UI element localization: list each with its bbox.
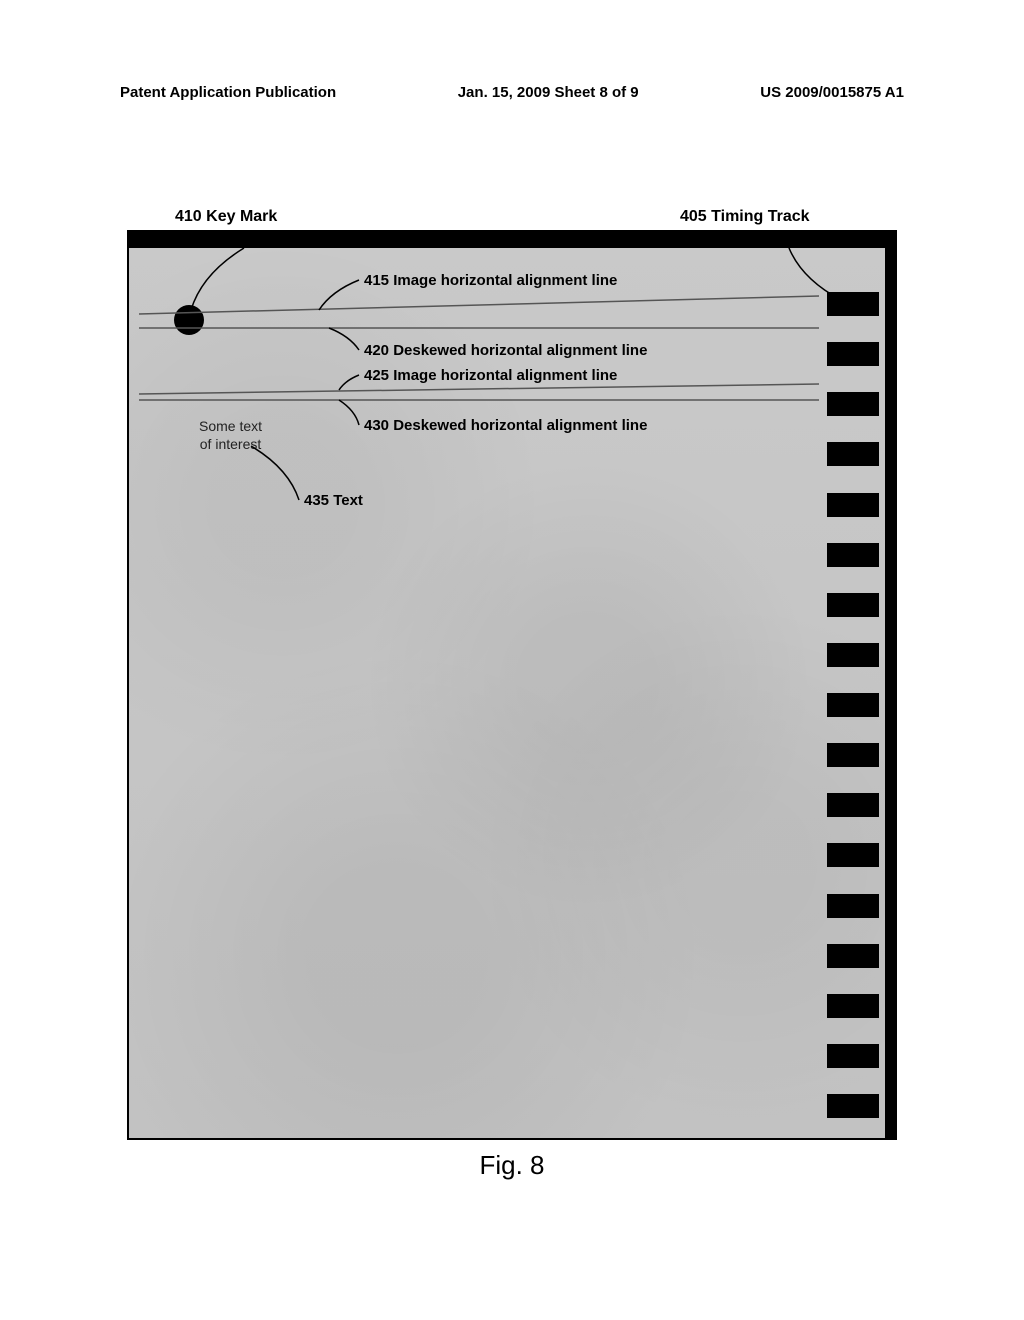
figure-caption: Fig. 8 [0,1150,1024,1181]
callout-415: 415 Image horizontal alignment line [364,272,617,289]
text-of-interest: Some text of interest [199,418,262,453]
timing-track-label: 405 Timing Track [680,208,810,226]
text-of-interest-line2: of interest [200,436,261,452]
header-right: US 2009/0015875 A1 [760,84,904,101]
alignment-line-425 [139,384,819,394]
callout-430: 430 Deskewed horizontal alignment line [364,417,647,434]
callout-435: 435 Text [304,492,363,509]
figure-8: Some text of interest 415 Image horizont… [127,230,897,1140]
header-center: Jan. 15, 2009 Sheet 8 of 9 [458,84,639,101]
header-left: Patent Application Publication [120,84,336,101]
document-header: Patent Application Publication Jan. 15, … [0,84,1024,101]
key-mark-label: 410 Key Mark [175,208,277,226]
text-of-interest-line1: Some text [199,418,262,434]
callout-425: 425 Image horizontal alignment line [364,367,617,384]
callout-420: 420 Deskewed horizontal alignment line [364,342,647,359]
alignment-line-415 [139,296,819,314]
